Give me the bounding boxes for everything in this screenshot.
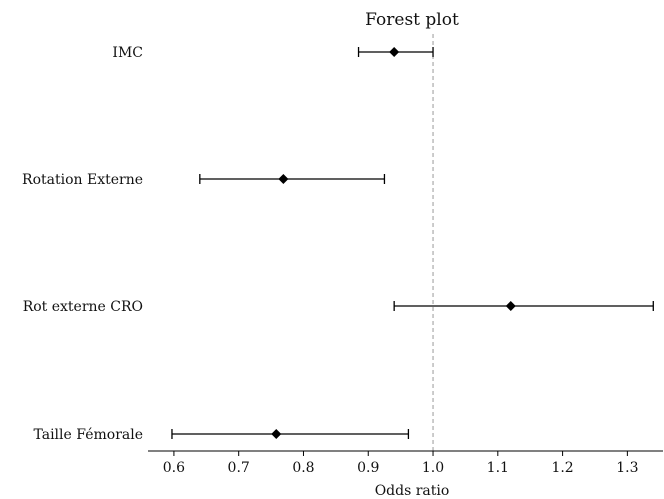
- odds-ratio-marker: [505, 301, 516, 311]
- x-tick-label: 0.6: [163, 460, 185, 476]
- row-label: Rot externe CRO: [23, 299, 143, 315]
- x-axis-label: Odds ratio: [375, 483, 450, 499]
- x-tick-label: 0.7: [228, 460, 250, 476]
- odds-ratio-marker: [271, 429, 282, 439]
- row-label: Rotation Externe: [22, 172, 143, 188]
- forest-rows: IMC Rotation Externe Rot externe CRO Taille…: [22, 45, 654, 443]
- forest-row: IMC: [112, 45, 434, 61]
- forest-row: Rotation Externe: [22, 172, 386, 188]
- x-tick-label: 1.0: [422, 460, 444, 476]
- odds-ratio-marker: [389, 47, 400, 57]
- x-tick-label: 1.2: [551, 460, 573, 476]
- x-tick-label: 0.9: [357, 460, 379, 476]
- row-label: Taille Fémorale: [33, 427, 143, 443]
- row-label: IMC: [112, 45, 143, 61]
- forest-row: Taille Fémorale: [33, 427, 410, 443]
- odds-ratio-marker: [278, 174, 289, 184]
- x-axis-ticks: 0.6 0.7 0.8 0.9 1.0 1.1 1.2 1.3: [163, 451, 639, 476]
- x-tick-label: 1.1: [487, 460, 509, 476]
- x-tick-label: 1.3: [616, 460, 638, 476]
- forest-row: Rot externe CRO: [23, 299, 654, 315]
- x-tick-label: 0.8: [292, 460, 314, 476]
- chart-title: Forest plot: [365, 10, 459, 30]
